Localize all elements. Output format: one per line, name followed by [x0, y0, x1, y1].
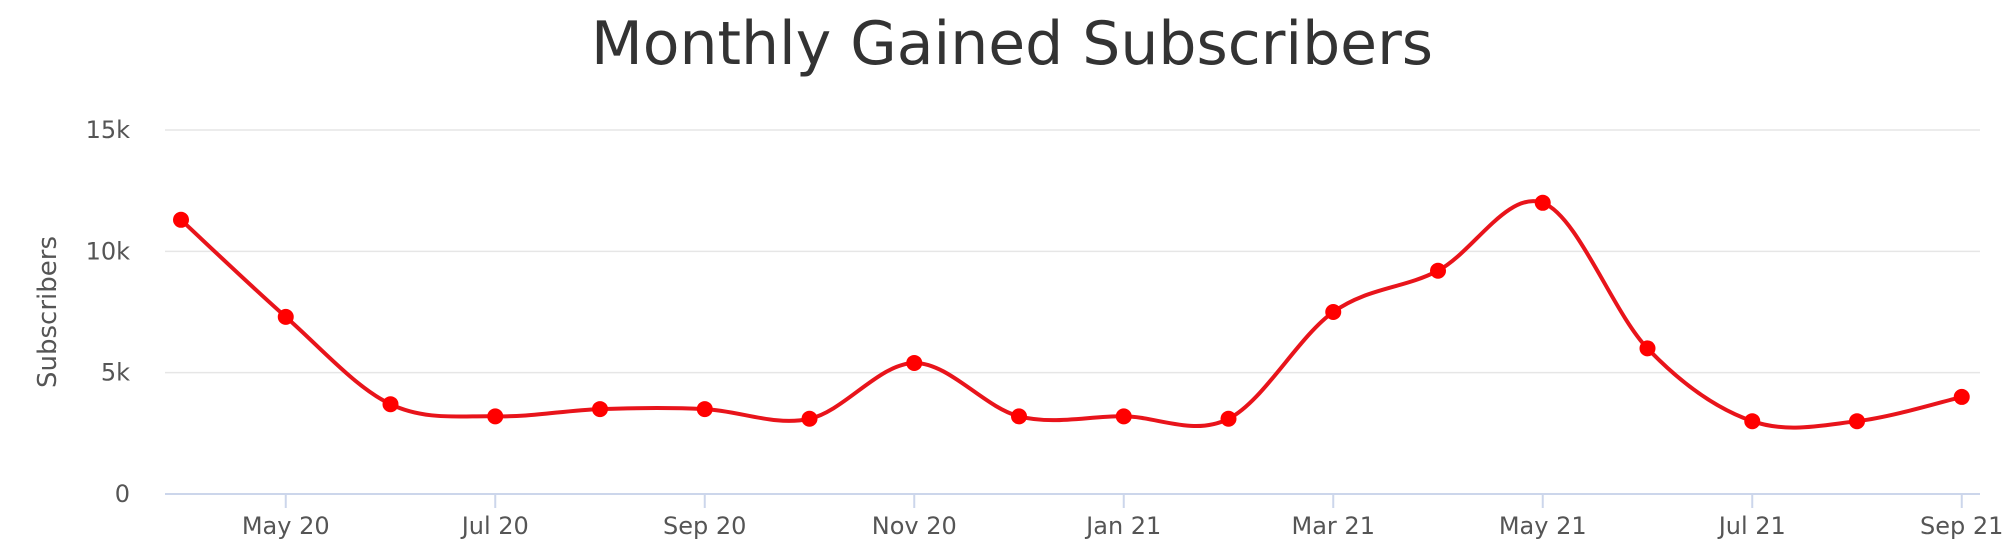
- x-tick-label: Jul 20: [460, 512, 529, 540]
- series-line: [179, 199, 1964, 430]
- data-point[interactable]: [1115, 408, 1132, 425]
- data-point[interactable]: [1953, 388, 1970, 405]
- y-tick-label: 10k: [86, 237, 131, 265]
- x-tick-label: Sep 20: [663, 512, 746, 540]
- data-point[interactable]: [1639, 340, 1656, 357]
- data-point[interactable]: [592, 401, 608, 418]
- grid-lines: [165, 129, 1980, 374]
- y-tick-label: 0: [115, 480, 130, 508]
- x-tick-label: Sep 21: [1920, 512, 2003, 540]
- data-point[interactable]: [1325, 304, 1342, 320]
- data-point[interactable]: [173, 211, 189, 228]
- y-tick-label: 15k: [86, 116, 131, 144]
- data-point[interactable]: [906, 354, 923, 371]
- x-axis-ticks: May 20 Jul 20 Sep 20 Nov 20 Jan 21 Mar 21 May …: [242, 494, 2003, 540]
- chart-title: Monthly Gained Subscribers: [591, 9, 1433, 79]
- data-point[interactable]: [277, 308, 294, 325]
- data-point[interactable]: [382, 396, 399, 413]
- x-tick-label: May 21: [1499, 512, 1587, 540]
- data-point[interactable]: [1430, 262, 1446, 279]
- data-point[interactable]: [1744, 413, 1761, 430]
- data-point[interactable]: [1534, 194, 1551, 211]
- x-tick-label: Jan 21: [1084, 512, 1161, 540]
- x-tick-label: Nov 20: [872, 512, 957, 540]
- data-point[interactable]: [1011, 408, 1027, 425]
- series-subscribers: [179, 199, 1964, 430]
- data-points: [173, 194, 1970, 430]
- x-tick-label: May 20: [242, 512, 330, 540]
- x-tick-label: Jul 21: [1717, 512, 1786, 540]
- x-tick-label: Mar 21: [1292, 512, 1375, 540]
- y-axis-label: Subscribers: [33, 236, 63, 388]
- data-point[interactable]: [1849, 413, 1865, 430]
- data-point[interactable]: [696, 401, 713, 418]
- y-tick-label: 5k: [101, 359, 130, 387]
- y-axis-ticks: 0 5k 10k 15k: [86, 116, 131, 508]
- data-point[interactable]: [487, 408, 504, 425]
- data-point[interactable]: [801, 410, 818, 427]
- data-point[interactable]: [1220, 410, 1237, 427]
